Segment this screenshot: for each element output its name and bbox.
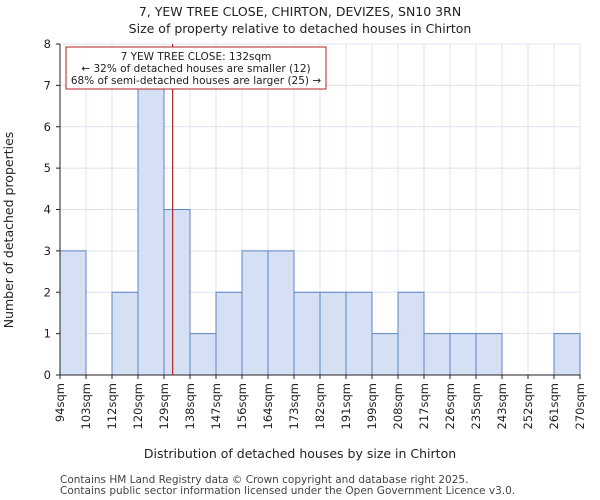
bar-261sqm: [553, 333, 581, 376]
y-tick-label: 5: [44, 161, 51, 175]
bar-129sqm: [163, 209, 191, 376]
bar-235sqm: [475, 333, 503, 376]
x-tick-label: 252sqm: [521, 383, 535, 429]
annotation-line-2: ← 32% of detached houses are smaller (12…: [81, 63, 310, 75]
bar-191sqm: [345, 291, 373, 376]
bar-112sqm: [111, 291, 139, 376]
chart-title: 7, YEW TREE CLOSE, CHIRTON, DEVIZES, SN1…: [139, 4, 461, 19]
y-tick-label: 8: [44, 37, 51, 51]
bar-217sqm: [423, 333, 451, 376]
y-tick-label: 2: [44, 285, 51, 299]
x-tick-label: 103sqm: [79, 383, 93, 429]
footer-line-1: Contains HM Land Registry data © Crown c…: [60, 474, 468, 486]
x-tick-label: 261sqm: [547, 383, 561, 429]
x-tick-label: 173sqm: [287, 383, 301, 429]
x-tick-label: 217sqm: [417, 383, 431, 429]
bar-199sqm: [371, 333, 399, 376]
y-axis-label: Number of detached properties: [1, 132, 16, 329]
footer-line-2: Contains public sector information licen…: [60, 485, 515, 497]
y-tick-label: 6: [44, 120, 51, 134]
y-tick-label: 0: [44, 368, 51, 382]
bar-164sqm: [267, 250, 295, 376]
x-tick-label: 226sqm: [443, 383, 457, 429]
y-tick-label: 4: [44, 203, 51, 217]
bar-208sqm: [397, 291, 425, 376]
x-tick-label: 270sqm: [573, 383, 587, 429]
annotation-box: 7 YEW TREE CLOSE: 132sqm ← 32% of detach…: [65, 46, 327, 90]
chart-subtitle: Size of property relative to detached ho…: [129, 21, 472, 36]
x-tick-label: 182sqm: [313, 383, 327, 429]
annotation-frame: [65, 46, 327, 90]
x-tick-label: 199sqm: [365, 383, 379, 429]
y-tick-label: 3: [44, 244, 51, 258]
bar-120sqm: [137, 84, 165, 376]
annotation-line-1: 7 YEW TREE CLOSE: 132sqm: [121, 51, 272, 63]
x-tick-label: 243sqm: [495, 383, 509, 429]
x-tick-label: 112sqm: [105, 383, 119, 429]
x-tick-label: 191sqm: [339, 383, 353, 429]
x-tick-label: 129sqm: [157, 383, 171, 429]
x-tick-label: 138sqm: [183, 383, 197, 429]
x-tick-label: 120sqm: [131, 383, 145, 429]
bar-156sqm: [241, 250, 269, 376]
bar-94sqm: [59, 250, 87, 376]
x-axis-ticks: 94sqm 103sqm 112sqm 120sqm 129sqm 138sqm 147sq…: [53, 375, 587, 429]
y-axis-ticks: 0 1 2 3 4 5 6 7 8: [44, 37, 60, 382]
x-tick-label: 94sqm: [53, 383, 67, 422]
bar-182sqm: [319, 291, 347, 376]
x-tick-label: 235sqm: [469, 383, 483, 429]
y-tick-label: 1: [44, 327, 51, 341]
x-tick-label: 147sqm: [209, 383, 223, 429]
y-tick-label: 7: [44, 78, 51, 92]
x-axis-label: Distribution of detached houses by size …: [144, 446, 456, 461]
bar-226sqm: [449, 333, 477, 376]
x-tick-label: 208sqm: [391, 383, 405, 429]
x-tick-label: 164sqm: [261, 383, 275, 429]
annotation-line-3: 68% of semi-detached houses are larger (…: [71, 75, 322, 87]
bar-147sqm: [215, 291, 243, 376]
x-tick-label: 156sqm: [235, 383, 249, 429]
bar-138sqm: [189, 333, 217, 376]
bar-173sqm: [293, 291, 321, 376]
bars: [59, 84, 581, 376]
